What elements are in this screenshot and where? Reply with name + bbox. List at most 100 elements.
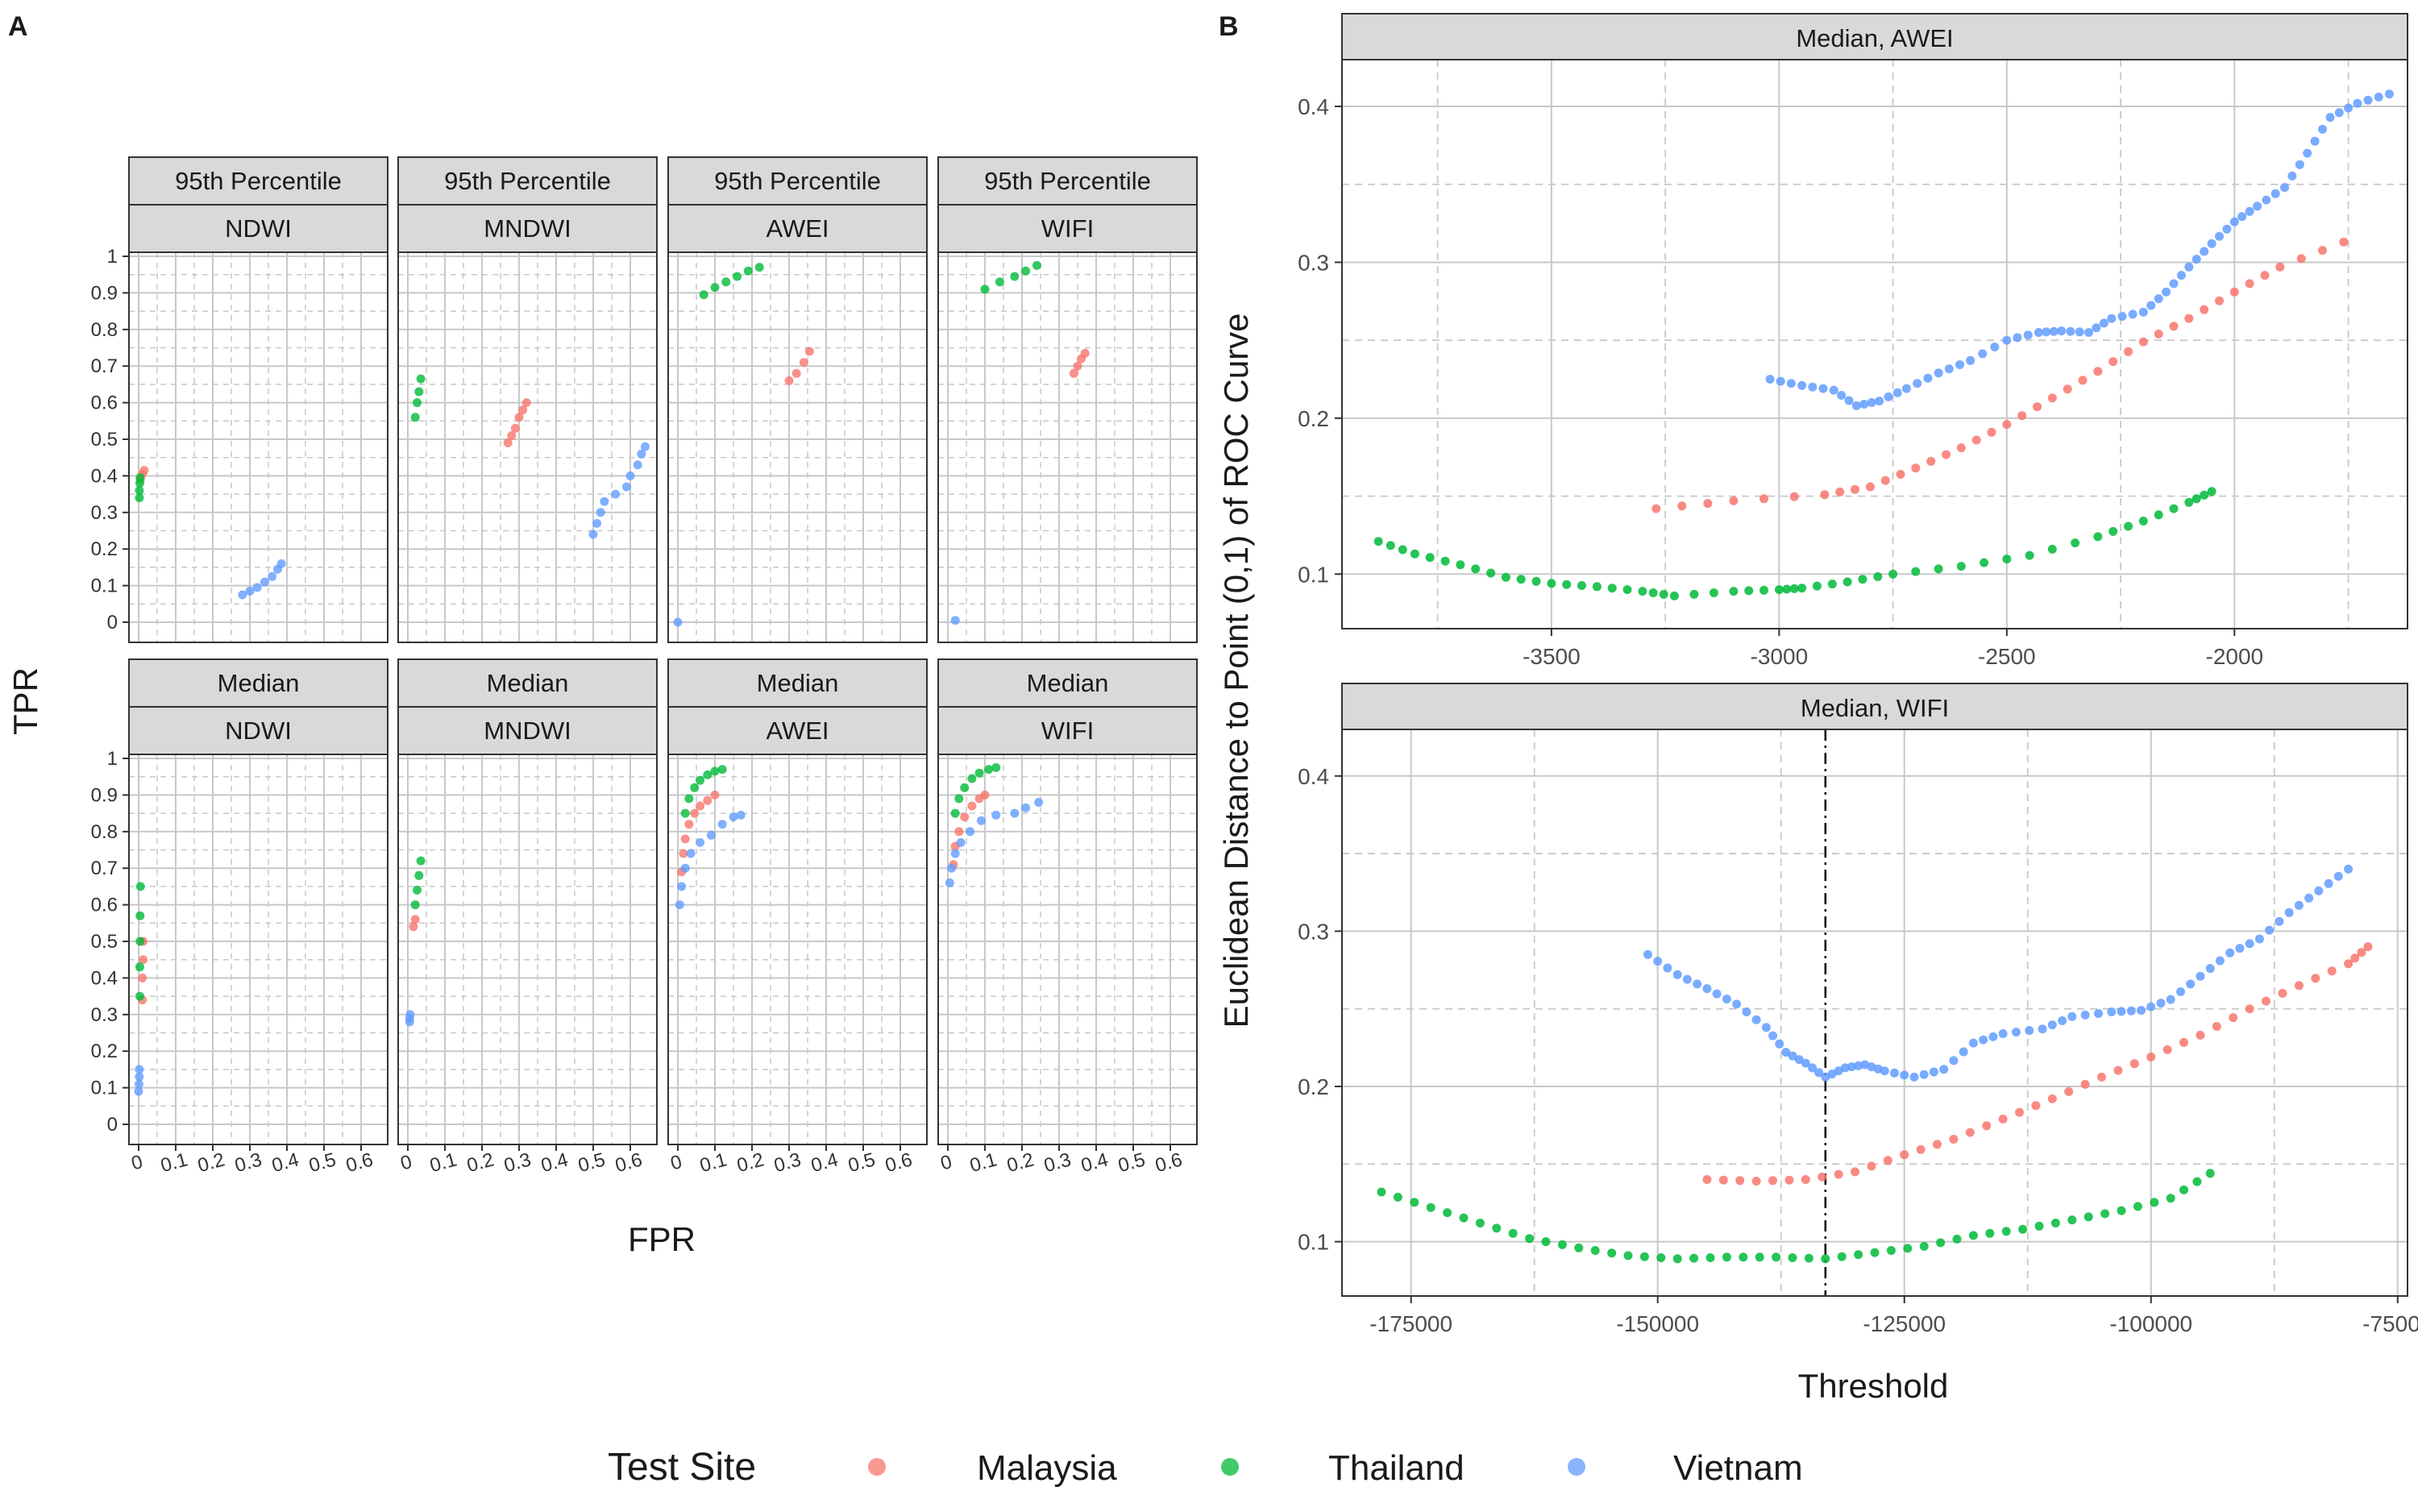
point-malaysia [2318, 246, 2327, 255]
point-vietnam [1781, 1048, 1791, 1057]
point-thailand [733, 272, 742, 281]
point-vietnam [1884, 392, 1893, 401]
point-malaysia [1851, 484, 1859, 494]
point-thailand [1689, 589, 1699, 599]
point-thailand [2205, 1169, 2215, 1178]
point-thailand [954, 794, 964, 804]
point-malaysia [679, 849, 688, 858]
point-thailand [1440, 556, 1450, 566]
point-vietnam [1794, 1055, 1804, 1065]
facet-a-95th-percentile-ndwi: 95th Percentile NDWI 0 0.1 0.2 0.3 0.4 0.5 0.6 0.… [91, 156, 388, 643]
facet-b-median-awei: Median, AWEI 0.1 0.2 0.3 0.4 -3500 -3000 -2500 -… [1298, 13, 2408, 669]
point-vietnam [696, 837, 705, 847]
point-vietnam [2117, 1007, 2126, 1016]
point-vietnam [2262, 195, 2271, 205]
point-thailand [1919, 1241, 1929, 1251]
y-axis-title-b: Euclidean Distance to Point (0,1) of ROC… [1217, 313, 1255, 1028]
point-vietnam [2333, 871, 2343, 881]
point-malaysia [684, 820, 694, 829]
y-tick-label: 0.9 [91, 784, 118, 806]
point-thailand [1443, 1208, 1452, 1218]
point-vietnam [2092, 323, 2101, 333]
x-tick-label: 0.3 [501, 1149, 533, 1177]
point-vietnam [947, 863, 957, 873]
point-malaysia [503, 438, 513, 447]
x-tick-label: -75000 [2362, 1311, 2418, 1336]
x-tick-label: -125000 [1863, 1311, 1946, 1336]
point-malaysia [1933, 1140, 1942, 1149]
point-thailand [2207, 487, 2216, 496]
legend-label-malaysia: Malaysia [977, 1448, 1117, 1488]
point-vietnam [2318, 124, 2327, 134]
point-vietnam [1919, 1070, 1929, 1079]
y-tick-label: 0 [107, 612, 118, 633]
point-thailand [974, 768, 984, 778]
point-vietnam [1643, 949, 1652, 959]
point-vietnam [1751, 1015, 1761, 1024]
point-malaysia [1768, 1176, 1777, 1186]
point-vietnam [405, 1010, 415, 1020]
point-vietnam [2245, 206, 2254, 216]
point-vietnam [1979, 1035, 1988, 1045]
point-vietnam [2215, 231, 2224, 241]
point-malaysia [2017, 411, 2027, 421]
point-vietnam [260, 577, 269, 587]
point-malaysia [1851, 1167, 1859, 1177]
point-thailand [135, 882, 145, 891]
x-tick-label: 0.5 [575, 1149, 607, 1177]
x-tick-label: 0 [129, 1151, 145, 1175]
point-malaysia [2212, 1022, 2221, 1031]
x-tick-label: 0 [398, 1151, 414, 1175]
point-vietnam [945, 878, 954, 887]
point-malaysia [138, 973, 147, 982]
strip-row-a-95th-percentile-mndwi [397, 156, 658, 206]
point-thailand [1886, 1246, 1896, 1255]
y-tick-label: 0.4 [91, 465, 118, 487]
point-thailand [1985, 1228, 1995, 1238]
point-malaysia [1834, 1169, 1843, 1179]
point-thailand [1843, 577, 1852, 587]
point-malaysia [2339, 237, 2349, 247]
point-malaysia [2047, 1094, 2057, 1103]
y-tick-label: 0.7 [91, 355, 118, 377]
x-tick-label: 0.2 [1004, 1149, 1036, 1177]
point-vietnam [1902, 384, 1911, 393]
point-thailand [1669, 591, 1679, 600]
point-vietnam [633, 460, 642, 470]
point-vietnam [2287, 171, 2297, 181]
x-tick-label: 0.1 [158, 1149, 189, 1177]
point-malaysia [680, 834, 690, 844]
point-vietnam [2324, 879, 2333, 888]
point-vietnam [2225, 948, 2235, 957]
point-malaysia [967, 801, 977, 811]
point-malaysia [1703, 499, 1713, 509]
point-vietnam [1021, 803, 1031, 812]
point-vietnam [729, 812, 738, 822]
strip-col-a-median-awei [667, 706, 928, 755]
point-thailand [1739, 1252, 1748, 1262]
point-vietnam [2235, 944, 2245, 953]
point-thailand [1393, 1192, 1402, 1202]
point-malaysia [139, 955, 147, 965]
point-vietnam [640, 442, 650, 451]
strip-row-label-a-95th-percentile-ndwi: 95th Percentile [175, 167, 342, 195]
point-thailand [414, 870, 424, 880]
point-thailand [1689, 1253, 1699, 1263]
point-vietnam [2047, 1020, 2057, 1030]
point-thailand [1936, 1238, 1946, 1248]
point-vietnam [1998, 1029, 2008, 1038]
point-thailand [710, 766, 720, 776]
point-malaysia [2179, 1037, 2188, 1047]
facet-a-95th-percentile-mndwi: 95th Percentile MNDWI [397, 156, 658, 643]
point-malaysia [2078, 376, 2088, 385]
point-vietnam [1034, 798, 1044, 807]
strip-row-a-median-awei [667, 658, 928, 708]
point-thailand [2025, 550, 2034, 560]
point-malaysia [2262, 996, 2271, 1006]
point-thailand [1837, 1252, 1847, 1261]
point-malaysia [2064, 1086, 2074, 1096]
strip-row-label-a-median-ndwi: Median [218, 669, 300, 697]
point-malaysia [518, 405, 528, 415]
point-vietnam [1900, 1070, 1909, 1080]
panel-border-a-95th-percentile-ndwi [128, 251, 388, 643]
